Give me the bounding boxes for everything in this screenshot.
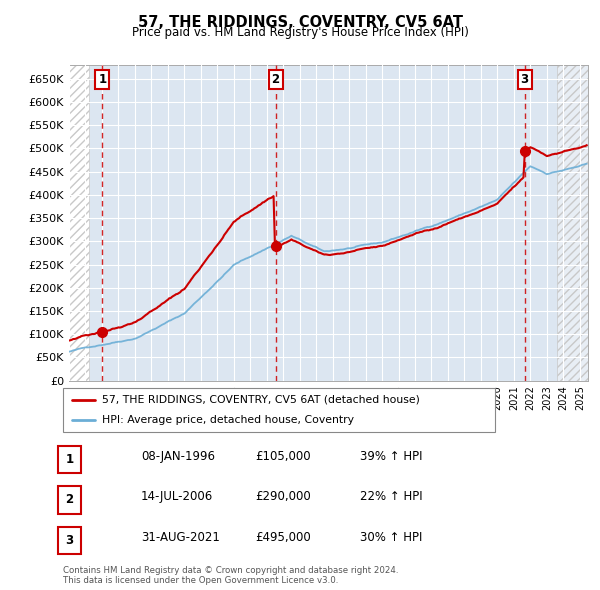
Text: 22% ↑ HPI: 22% ↑ HPI [360,490,422,503]
Text: 2: 2 [272,73,280,86]
Text: 1: 1 [98,73,107,86]
Text: Price paid vs. HM Land Registry's House Price Index (HPI): Price paid vs. HM Land Registry's House … [131,26,469,39]
Bar [69,65,89,381]
Text: 1: 1 [65,453,74,466]
Bar [557,65,588,381]
Text: 2: 2 [65,493,74,506]
Text: 57, THE RIDDINGS, COVENTRY, CV5 6AT: 57, THE RIDDINGS, COVENTRY, CV5 6AT [137,15,463,30]
Text: £290,000: £290,000 [255,490,311,503]
Text: 39% ↑ HPI: 39% ↑ HPI [360,450,422,463]
Text: 08-JAN-1996: 08-JAN-1996 [141,450,215,463]
Text: £495,000: £495,000 [255,531,311,544]
Text: 3: 3 [65,534,74,547]
Text: 14-JUL-2006: 14-JUL-2006 [141,490,213,503]
Text: 57, THE RIDDINGS, COVENTRY, CV5 6AT (detached house): 57, THE RIDDINGS, COVENTRY, CV5 6AT (det… [102,395,420,405]
Text: 31-AUG-2021: 31-AUG-2021 [141,531,220,544]
Text: 30% ↑ HPI: 30% ↑ HPI [360,531,422,544]
Text: Contains HM Land Registry data © Crown copyright and database right 2024.
This d: Contains HM Land Registry data © Crown c… [63,566,398,585]
Text: £105,000: £105,000 [255,450,311,463]
Text: HPI: Average price, detached house, Coventry: HPI: Average price, detached house, Cove… [102,415,354,425]
Text: 3: 3 [521,73,529,86]
